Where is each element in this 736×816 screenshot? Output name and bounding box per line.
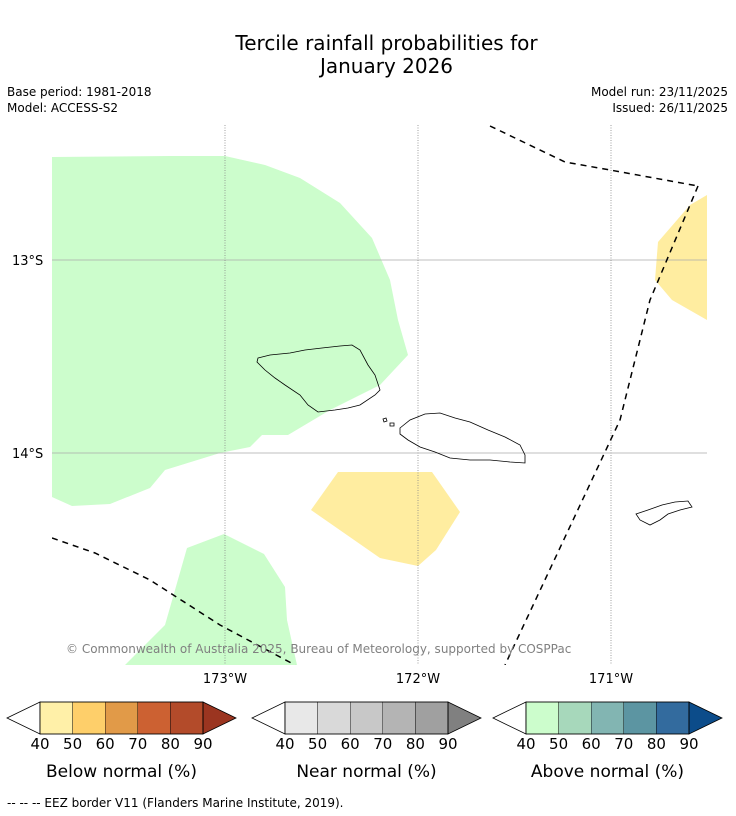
colorbar-above-segment	[591, 701, 625, 735]
colorbar-above-segment	[656, 701, 690, 735]
colorbar-label-near: Near normal (%)	[296, 762, 437, 782]
issued-date: Issued: 26/11/2025	[612, 101, 728, 115]
colorbar-below-segment	[137, 701, 171, 735]
colorbar-above-segment	[558, 701, 592, 735]
eez-border-north	[489, 125, 699, 187]
model-run: Model run: 23/11/2025	[590, 85, 728, 99]
meta-left: Base period: 1981-2018 Model: ACCESS-S2	[7, 84, 152, 116]
lon-label-173w: 173°W	[203, 672, 247, 687]
probability-shading	[52, 156, 707, 665]
colorbar-near-tick-label: 80	[405, 735, 425, 753]
colorbar-near-frame	[284, 701, 449, 735]
eez-legend-footer: -- -- -- EEZ border V11 (Flanders Marine…	[7, 796, 344, 810]
model-name: Model: ACCESS-S2	[7, 101, 119, 115]
colorbar-near-segment	[415, 701, 449, 735]
below-normal-region-east	[655, 195, 707, 320]
colorbar-below-tick-label: 60	[95, 735, 115, 753]
colorbar-above-tick-label: 70	[614, 735, 634, 753]
gridlines	[52, 125, 707, 665]
colorbar-near-segment	[284, 701, 318, 735]
colorbar-above-tick-label: 40	[516, 735, 536, 753]
colorbar-below-tick-label: 80	[160, 735, 180, 753]
colorbar-near-max-arrow	[447, 701, 482, 735]
colorbar-above-tick-label: 90	[679, 735, 699, 753]
manono-islet-outline	[382, 417, 388, 423]
colorbar-below-tick-label: 40	[30, 735, 50, 753]
meta-right: Model run: 23/11/2025 Issued: 26/11/2025	[591, 84, 728, 116]
colorbar-below-max-arrow	[202, 701, 237, 735]
colorbar-above-tick-label: 80	[646, 735, 666, 753]
base-period: Base period: 1981-2018	[7, 85, 152, 99]
colorbar-group	[6, 701, 723, 735]
colorbar-near-segment	[350, 701, 384, 735]
copyright-notice: © Commonwealth of Australia 2025, Bureau…	[66, 642, 571, 656]
tutuila-island-outline	[635, 500, 693, 526]
colorbar-above-segment	[525, 701, 559, 735]
colorbar-above-segment	[623, 701, 657, 735]
lon-label-171w: 171°W	[589, 672, 633, 687]
savaii-island-outline	[256, 344, 381, 413]
title-line-1: Tercile rainfall probabilities for	[235, 31, 538, 55]
colorbar-above-tick-label: 50	[549, 735, 569, 753]
colorbar-label-above: Above normal (%)	[530, 762, 685, 782]
colorbar-near-min-arrow	[251, 701, 286, 735]
colorbar-below-tick-label: 50	[63, 735, 83, 753]
colorbar-above-frame	[525, 701, 690, 735]
colorbar-below-frame	[39, 701, 204, 735]
colorbar-above-tick-label: 60	[581, 735, 601, 753]
above-normal-region-west	[52, 156, 408, 506]
colorbar-near-segment	[317, 701, 351, 735]
below-normal-region-south	[311, 472, 460, 566]
lat-label-13s: 13°S	[12, 254, 43, 269]
colorbar-below-segment	[39, 701, 73, 735]
colorbar-below-segment	[72, 701, 106, 735]
colorbar-near-tick-label: 50	[308, 735, 328, 753]
colorbar-below-segment	[170, 701, 204, 735]
colorbar-below-min-arrow	[6, 701, 41, 735]
coastlines	[256, 344, 693, 526]
title-line-2: January 2026	[319, 54, 454, 78]
colorbar-near-tick-label: 90	[438, 735, 458, 753]
lon-label-172w: 172°W	[396, 672, 440, 687]
above-normal-region-south	[125, 534, 297, 665]
apolima-islet-outline	[389, 422, 395, 427]
colorbar-near-tick-label: 60	[340, 735, 360, 753]
colorbar-label-below: Below normal (%)	[46, 762, 197, 782]
map-title: Tercile rainfall probabilities for Janua…	[0, 32, 736, 78]
colorbar-above-min-arrow	[492, 701, 527, 735]
colorbar-below-tick-label: 90	[193, 735, 213, 753]
colorbar-below-segment	[104, 701, 138, 735]
colorbar-near-tick-label: 40	[275, 735, 295, 753]
colorbar-below-tick-label: 70	[128, 735, 148, 753]
colorbar-near-tick-label: 70	[373, 735, 393, 753]
upolu-island-outline	[399, 412, 526, 464]
lat-label-14s: 14°S	[12, 447, 43, 462]
colorbar-above-max-arrow	[688, 701, 723, 735]
colorbar-near-segment	[382, 701, 416, 735]
